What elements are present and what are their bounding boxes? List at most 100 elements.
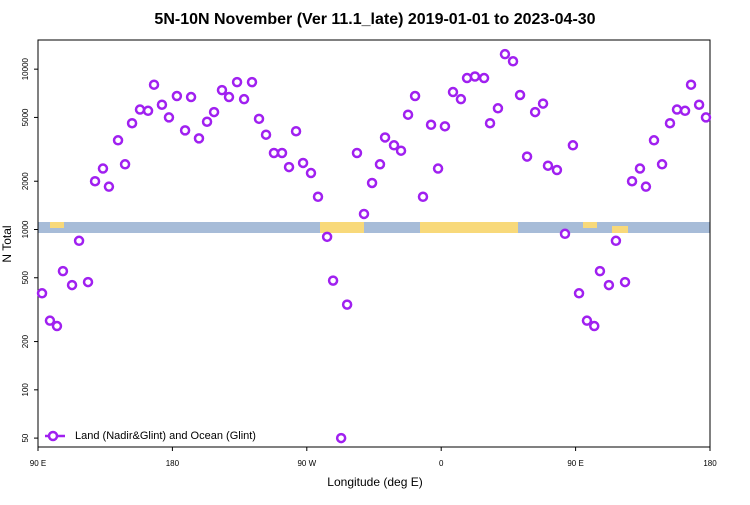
point — [484, 117, 496, 129]
x-tick-label: 0 — [439, 459, 444, 468]
x-tick-label: 180 — [703, 459, 717, 468]
point — [447, 86, 459, 98]
legend-label: Land (Nadir&Glint) and Ocean (Glint) — [75, 430, 256, 442]
point — [126, 117, 138, 129]
y-tick-label: 500 — [21, 271, 30, 285]
point — [163, 112, 175, 123]
point — [327, 275, 339, 286]
land-ocean-strip — [38, 222, 710, 233]
point — [119, 159, 131, 170]
point — [492, 103, 504, 114]
ocean-strip — [38, 222, 710, 233]
point — [134, 104, 146, 115]
point — [268, 147, 280, 159]
point — [97, 163, 109, 174]
point — [201, 116, 213, 127]
point — [238, 93, 250, 105]
point — [439, 121, 451, 132]
point — [51, 320, 63, 332]
point — [573, 288, 585, 299]
point — [656, 159, 668, 170]
y-tick-label: 200 — [21, 334, 30, 348]
point — [455, 93, 467, 105]
point — [581, 315, 593, 326]
point — [44, 315, 56, 326]
x-tick-label: 90 W — [297, 459, 316, 468]
point — [89, 175, 101, 187]
point — [685, 79, 697, 90]
point — [290, 125, 302, 137]
point — [36, 288, 48, 299]
point — [478, 72, 490, 84]
point — [358, 208, 370, 220]
point — [223, 91, 235, 103]
point — [589, 320, 600, 332]
point — [246, 76, 258, 88]
point — [507, 56, 519, 67]
land-strip — [420, 222, 518, 233]
x-tick-label: 90 E — [567, 459, 583, 468]
point — [341, 299, 353, 310]
point — [283, 161, 295, 173]
point — [57, 265, 69, 277]
point — [185, 91, 197, 103]
point — [567, 140, 579, 151]
point — [276, 147, 288, 159]
y-tick-label: 1000 — [21, 220, 30, 238]
point — [700, 112, 712, 123]
point — [402, 109, 414, 120]
land-strip — [320, 222, 364, 233]
point — [469, 71, 481, 82]
point — [417, 191, 429, 203]
point — [148, 79, 160, 90]
point — [379, 132, 391, 143]
point — [671, 104, 683, 115]
point — [648, 135, 660, 146]
point — [335, 432, 347, 444]
point — [679, 105, 691, 117]
y-tick-label: 2000 — [21, 172, 30, 190]
point — [640, 181, 652, 192]
point — [521, 151, 533, 162]
point — [594, 265, 606, 277]
x-axis-label: Longitude (deg E) — [327, 475, 422, 489]
land-strip — [583, 222, 597, 228]
point — [425, 119, 437, 131]
point — [366, 177, 378, 189]
point — [216, 84, 228, 96]
point — [208, 106, 220, 118]
plot-frame — [37, 39, 711, 448]
point — [193, 133, 205, 144]
point — [231, 76, 243, 88]
point — [461, 72, 473, 84]
point — [351, 147, 363, 159]
land-strip — [612, 226, 628, 233]
point — [537, 98, 549, 109]
point — [610, 235, 622, 247]
point — [551, 164, 563, 176]
y-tick-label: 50 — [21, 433, 30, 442]
point — [542, 160, 554, 171]
point — [312, 191, 324, 203]
point — [103, 181, 115, 192]
chart-title: 5N-10N November (Ver 11.1_late) 2019-01-… — [154, 11, 595, 28]
point — [297, 157, 309, 169]
y-tick-label: 5000 — [21, 108, 30, 126]
y-axis-label: N Total — [0, 225, 14, 262]
land-strip — [50, 222, 64, 228]
point — [693, 99, 705, 110]
point — [156, 99, 168, 110]
point — [305, 167, 317, 179]
point — [321, 231, 333, 243]
y-tick-label: 10000 — [21, 57, 30, 80]
point — [73, 235, 85, 247]
point — [388, 140, 400, 151]
point — [395, 145, 407, 156]
point — [409, 90, 421, 102]
point — [664, 117, 676, 129]
legend-marker — [47, 430, 59, 442]
point — [559, 228, 571, 240]
point — [634, 163, 646, 174]
